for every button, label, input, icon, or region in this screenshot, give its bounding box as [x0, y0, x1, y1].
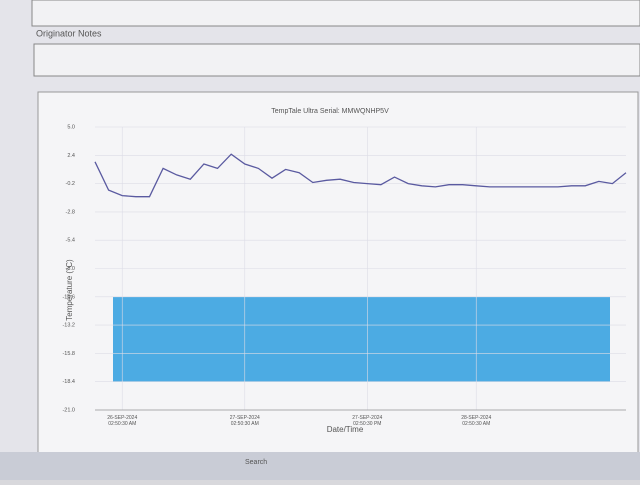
taskbar-search[interactable]: Search [245, 459, 267, 466]
notes-field[interactable] [33, 43, 640, 77]
chart-panel [37, 91, 639, 463]
chart-title: TempTale Ultra Serial: MMWQNHP5V [271, 108, 389, 115]
temperature-line [94, 153, 627, 198]
y-tick-label: 5.0 [67, 124, 75, 130]
x-tick-label: 28-SEP-2024 02:50:30 AM [461, 415, 491, 427]
taskbar [0, 452, 640, 480]
y-tick-label: -13.2 [62, 323, 75, 329]
y-tick-label: 2.4 [67, 153, 75, 159]
y-tick-label: -2.8 [66, 209, 75, 215]
y-tick-label: -21.0 [62, 407, 75, 413]
notes-label: Originator Notes [36, 28, 102, 38]
y-tick-label: -5.4 [66, 238, 75, 244]
x-axis-title: Date/Time [327, 425, 364, 434]
y-tick-label: -10.6 [62, 294, 75, 300]
y-tick-label: -18.4 [62, 379, 75, 385]
x-tick-label: 27-SEP-2024 02:50:30 PM [352, 415, 382, 427]
y-axis-title: Temperature (°C) [65, 259, 74, 321]
top-field [31, 0, 640, 27]
y-tick-label: -8.0 [66, 266, 75, 272]
y-tick-label: -15.8 [62, 351, 75, 357]
plot: 5.0 2.4 -0.2 -2.8 -5.4 -8.0 -10.6 -13.2 -15.8 -18… [62, 124, 627, 427]
x-tick-label: 26-SEP-2024 02:50:30 AM [107, 415, 137, 427]
x-tick-label: 27-SEP-2024 02:50:30 AM [230, 415, 260, 427]
alarm-band [113, 296, 610, 382]
y-tick-label: -0.2 [66, 181, 75, 187]
